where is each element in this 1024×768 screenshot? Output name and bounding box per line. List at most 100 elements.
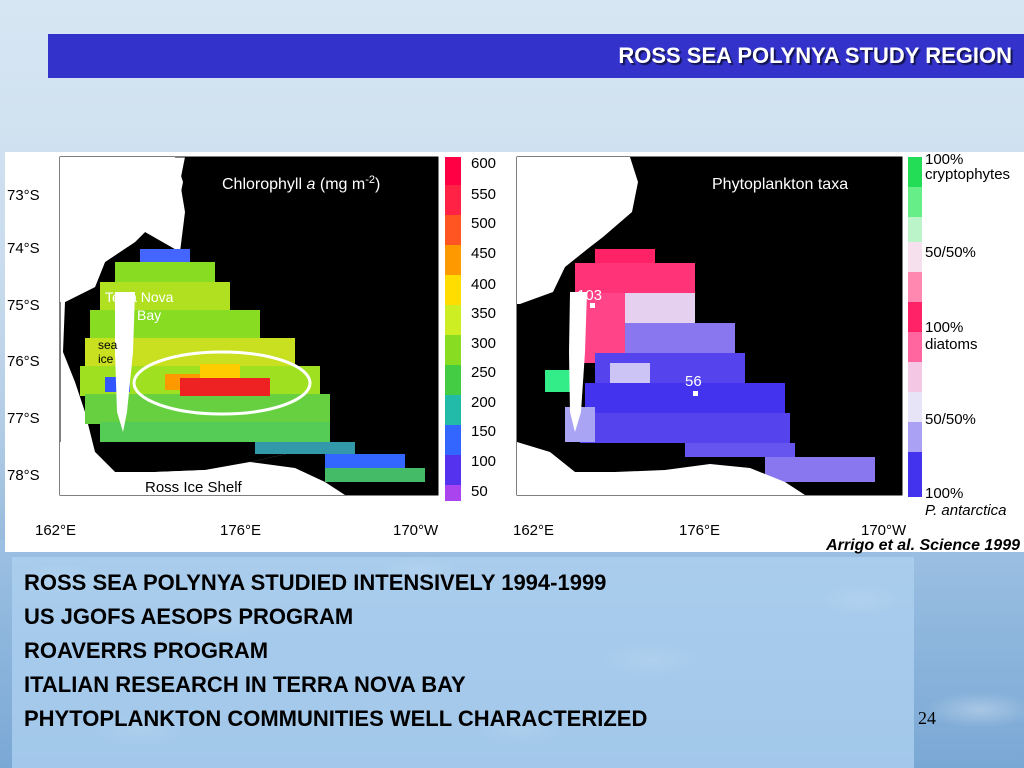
caption-box (12, 557, 914, 768)
lon-label: 176°E (679, 522, 720, 539)
panel-a-letter: A (71, 170, 90, 200)
panel-b-land (517, 157, 638, 304)
slide-title: ROSS SEA POLYNYA STUDY REGION (618, 43, 1012, 68)
chl-patch (180, 378, 270, 396)
taxa-legend-label: 50/50% (925, 244, 976, 261)
taxa-patch (625, 323, 735, 353)
taxa-patch (610, 363, 650, 383)
title-bar: ROSS SEA POLYNYA STUDY REGION (48, 34, 1024, 78)
taxa-patch (585, 383, 785, 413)
panel-a-land (60, 157, 183, 302)
panel-b: 103 56 B Phytoplankton taxa 162°E 176°E … (513, 152, 1010, 539)
lat-label: 75°S (7, 297, 40, 314)
taxa-scale-swatch (908, 242, 922, 272)
scale-label: 50 (471, 483, 488, 500)
scale-label: 450 (471, 245, 496, 262)
scale-label: 300 (471, 335, 496, 352)
station-label-103: 103 (577, 287, 602, 304)
taxa-patch (595, 249, 655, 263)
chl-patch (140, 249, 190, 264)
scale-label: 350 (471, 305, 496, 322)
panel-b-drygalski-tongue (569, 292, 587, 432)
bullet-item: US JGOFS AESOPS PROGRAM (24, 604, 354, 629)
taxa-legend-label: cryptophytes (925, 166, 1010, 183)
bullet-item: PHYTOPLANKTON COMMUNITIES WELL CHARACTER… (24, 706, 648, 731)
taxa-legend-label: P. antarctica (925, 502, 1006, 519)
station-marker-103 (590, 303, 595, 308)
taxa-scale-swatch (908, 217, 922, 242)
bullet-list: ROSS SEA POLYNYA STUDIED INTENSIVELY 199… (24, 566, 904, 736)
taxa-patch (575, 263, 695, 293)
scale-swatch (445, 185, 461, 215)
taxa-scale-swatch (908, 392, 922, 422)
scale-label: 500 (471, 215, 496, 232)
taxa-scale-swatch (908, 272, 922, 302)
sea-ice-label-2: ice (98, 352, 114, 366)
taxa-legend-label: 100% (925, 485, 963, 502)
scale-swatch (445, 215, 461, 245)
terra-nova-label-2: Bay (137, 307, 161, 323)
chl-patch (100, 422, 330, 442)
scale-swatch (445, 157, 461, 185)
lon-label: 170°W (393, 522, 439, 539)
bullet-item: ITALIAN RESEARCH IN TERRA NOVA BAY (24, 672, 466, 697)
figure-svg: A Chlorophyll a (mg m-2) Terra Nova Bay … (7, 152, 1010, 539)
station-marker-56 (693, 391, 698, 396)
scale-swatch (445, 485, 461, 501)
scale-swatch (445, 425, 461, 455)
panel-b-color-scale (908, 157, 922, 497)
taxa-scale-swatch (908, 452, 922, 497)
lat-label: 76°S (7, 353, 40, 370)
page-number: 24 (918, 708, 936, 728)
panel-a-title: Chlorophyll a (mg m-2) (222, 174, 380, 193)
taxa-scale-swatch (908, 157, 922, 187)
panel-b-ross-ice-shelf (517, 442, 805, 495)
panel-b-taxa-patches (545, 249, 875, 482)
lat-label: 74°S (7, 240, 40, 257)
lat-label: 77°S (7, 410, 40, 427)
taxa-patch (545, 370, 575, 392)
scale-label: 200 (471, 394, 496, 411)
panel-a-ross-ice-shelf (60, 442, 345, 495)
scale-label: 250 (471, 364, 496, 381)
taxa-legend-label: 50/50% (925, 411, 976, 428)
lon-label: 176°E (220, 522, 261, 539)
taxa-scale-swatch (908, 302, 922, 332)
chl-patch (255, 442, 355, 454)
taxa-patch (580, 413, 790, 443)
panel-a-highlight-ellipse (132, 350, 312, 416)
scale-swatch (445, 305, 461, 335)
taxa-scale-swatch (908, 332, 922, 362)
bullet-item: ROAVERRS PROGRAM (24, 638, 269, 663)
lon-label: 162°E (513, 522, 554, 539)
taxa-patch (625, 293, 695, 323)
scale-label: 600 (471, 155, 496, 172)
chl-patch (325, 454, 405, 468)
lon-label: 170°W (861, 522, 907, 539)
taxa-legend-label: 100% (925, 152, 963, 168)
scale-label: 100 (471, 453, 496, 470)
taxa-scale-swatch (908, 422, 922, 452)
chl-patch (325, 468, 425, 482)
scale-label: 400 (471, 276, 496, 293)
scale-swatch (445, 245, 461, 275)
sea-ice-label-1: sea (98, 338, 118, 352)
taxa-scale-swatch (908, 362, 922, 392)
panel-b-title: Phytoplankton taxa (712, 176, 848, 193)
bullet-item: ROSS SEA POLYNYA STUDIED INTENSIVELY 199… (24, 570, 607, 595)
ross-ice-shelf-label: Ross Ice Shelf (145, 479, 243, 496)
panel-a-ocean (175, 157, 438, 495)
terra-nova-label-1: Terra Nova (105, 289, 174, 305)
taxa-scale-swatch (908, 187, 922, 217)
figure-credit: Arrigo et al. Science 1999 (826, 537, 1020, 554)
panel-a-color-scale (445, 157, 461, 501)
panel-b-letter: B (528, 170, 547, 200)
panel-a: A Chlorophyll a (mg m-2) Terra Nova Bay … (7, 155, 496, 539)
figure: A Chlorophyll a (mg m-2) Terra Nova Bay … (5, 152, 1024, 552)
taxa-patch (685, 443, 795, 457)
taxa-legend-label: 100% (925, 319, 963, 336)
scale-swatch (445, 365, 461, 395)
scale-swatch (445, 395, 461, 425)
scale-label: 550 (471, 186, 496, 203)
scale-swatch (445, 275, 461, 305)
